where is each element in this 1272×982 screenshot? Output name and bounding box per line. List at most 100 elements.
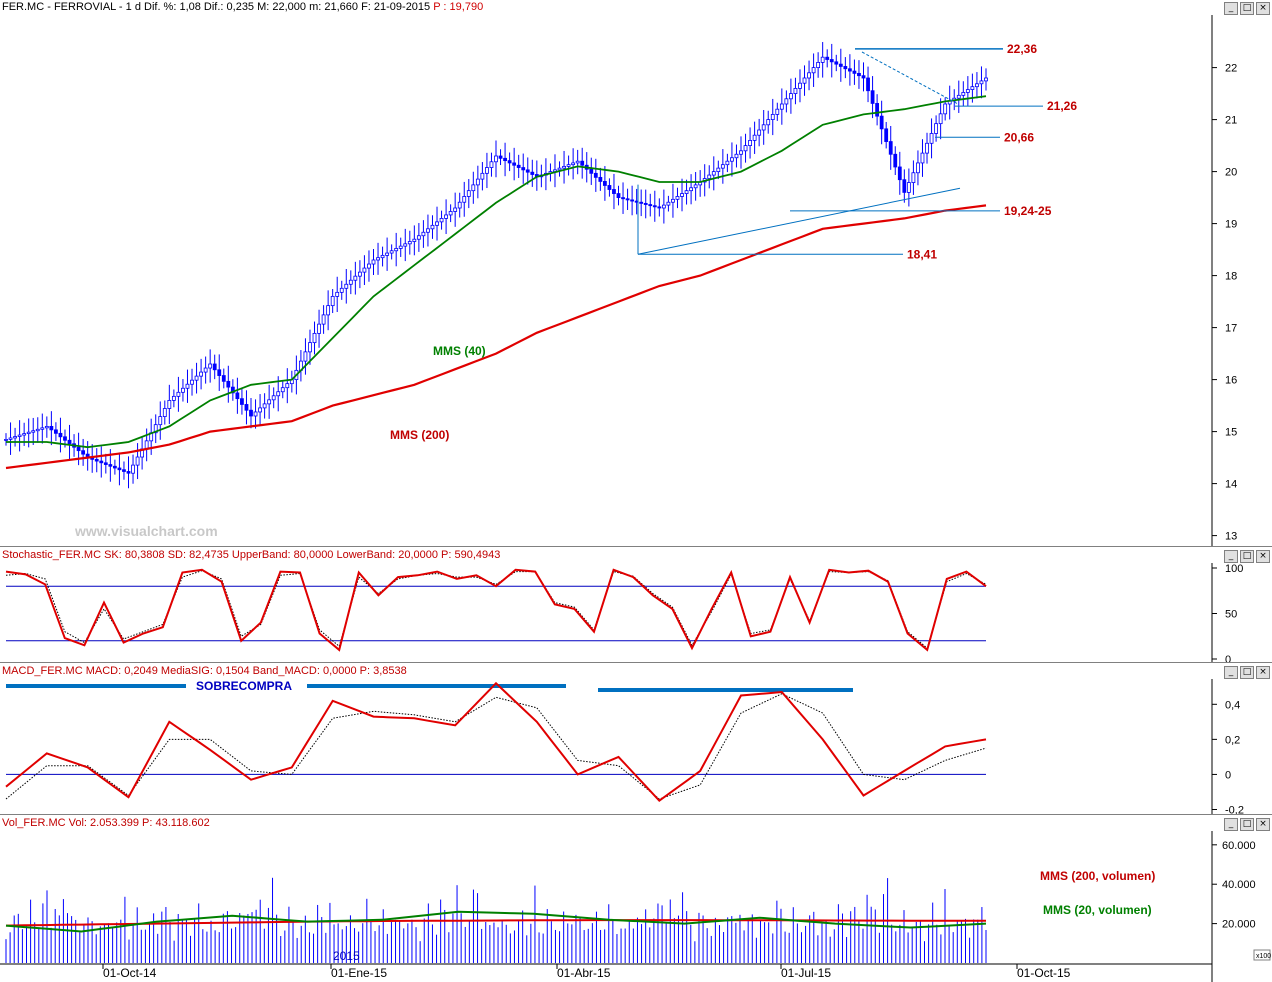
price-candle-body [956, 94, 961, 99]
price-candle-body [571, 162, 576, 166]
price-candle-body [348, 279, 353, 285]
vol-y-tick-label: 40.000 [1222, 879, 1256, 891]
price-candle-body [897, 166, 902, 181]
price-candle-body [181, 387, 185, 393]
vol-mms200-line [5, 919, 986, 927]
price-candle-body [870, 90, 875, 104]
price-candle-body [103, 462, 108, 465]
price-candle-body [448, 211, 453, 216]
macd-chart[interactable]: SOBRECOMPRA 0,4 0,2 0 -0,2 [0, 663, 1272, 815]
price-candle-body [321, 314, 326, 325]
price-candle-body [131, 464, 135, 474]
price-candle-body [162, 408, 167, 417]
maximize-icon[interactable]: □ [1240, 818, 1254, 831]
price-candle-body [353, 275, 358, 281]
price-candle-body [784, 98, 789, 105]
price-candle-body [807, 72, 811, 79]
maximize-icon[interactable]: □ [1240, 550, 1254, 563]
price-candle-body [494, 155, 498, 163]
price-candle-body [17, 434, 22, 437]
minimize-icon[interactable]: _ [1224, 666, 1238, 679]
price-candle-body [394, 248, 399, 252]
price-candle-body [135, 456, 140, 466]
price-candle-body [975, 83, 979, 88]
maximize-icon[interactable]: □ [1240, 2, 1254, 15]
close-icon[interactable]: × [1256, 2, 1270, 15]
price-chart[interactable]: 22,36 21,26 20,66 19,24-25 18,41 13 14 15 16 17 1… [0, 0, 1272, 546]
price-candle-body [970, 86, 975, 90]
minimize-icon[interactable]: _ [1224, 550, 1238, 563]
stoch-y-tick-label: 50 [1225, 609, 1237, 621]
price-candle-body [643, 202, 648, 205]
price-candle-body [657, 206, 662, 209]
close-icon[interactable]: × [1256, 550, 1270, 563]
price-candle-body [430, 224, 435, 230]
price-candle-body [503, 157, 507, 162]
vol-chart[interactable]: 60.000 40.000 20.000 01-Oct-14 01-Ene-15 01-… [0, 815, 1272, 982]
stoch-pane: Stochastic_FER.MC SK: 80,3808 SD: 82,473… [0, 546, 1272, 663]
price-candle-body [925, 142, 929, 154]
price-y-tick-label: 18 [1225, 271, 1237, 283]
price-candle-body [893, 153, 898, 168]
price-candle-body [389, 250, 394, 254]
vol-y-tick-label: 60.000 [1222, 840, 1256, 852]
price-candle-body [8, 437, 13, 440]
price-candle-body [208, 363, 213, 369]
price-candle-body [680, 193, 684, 197]
price-y-tick-label: 20 [1225, 167, 1237, 179]
price-candle-body [671, 198, 675, 203]
resistance-trendline [861, 51, 959, 105]
price-candle-body [249, 409, 253, 417]
price-candle-body [979, 80, 984, 85]
price-candle-body [748, 139, 752, 146]
scale-box [1253, 949, 1271, 961]
stoch-sk-line [5, 568, 987, 652]
price-candle-body [235, 392, 240, 400]
price-candle-body [843, 66, 848, 70]
price-candle-body [31, 430, 36, 433]
stoch-y-tick-label: 0 [1225, 654, 1231, 663]
price-candle-body [630, 199, 635, 202]
macd-y-tick-label: 0,4 [1225, 699, 1240, 711]
price-candle-body [929, 133, 934, 144]
vol-mms20-line [5, 910, 987, 933]
price-candle-body [344, 283, 349, 289]
minimize-icon[interactable]: _ [1224, 818, 1238, 831]
price-candle-body [938, 113, 943, 125]
price-candle-body [566, 164, 571, 167]
price-candle-body [775, 108, 780, 115]
price-candle-body [303, 351, 308, 362]
minimize-icon[interactable]: _ [1224, 2, 1238, 15]
stoch-y-tick-label: 100 [1225, 563, 1243, 575]
price-candle-body [426, 228, 430, 233]
price-y-tick-label: 14 [1225, 479, 1237, 491]
x-tick-label: 01-Ene-15 [331, 966, 387, 980]
price-candle-body [829, 59, 834, 63]
price-candle-body [35, 428, 40, 432]
close-icon[interactable]: × [1256, 818, 1270, 831]
price-candle-body [276, 391, 281, 397]
stoch-header: Stochastic_FER.MC SK: 80,3808 SD: 82,473… [2, 549, 501, 561]
close-icon[interactable]: × [1256, 666, 1270, 679]
price-candle-body [271, 395, 276, 401]
price-candle-body [825, 56, 830, 60]
price-candle-body [743, 145, 748, 152]
price-candle-body [99, 460, 104, 464]
price-candle-body [516, 164, 521, 168]
price-candle-body [44, 425, 49, 429]
price-candle-body [530, 171, 535, 175]
price-candle-body [76, 446, 81, 452]
scale-label: x100 [1256, 953, 1271, 960]
price-candle-body [879, 115, 884, 130]
price-candle-body [875, 103, 880, 117]
price-y-tick-label: 17 [1225, 323, 1237, 335]
price-candle-body [507, 160, 512, 164]
price-candle-body [108, 464, 113, 467]
price-candle-body [485, 167, 489, 174]
price-candle-body [625, 198, 630, 201]
price-candle-body [63, 436, 67, 441]
mms200-line [5, 204, 987, 470]
maximize-icon[interactable]: □ [1240, 666, 1254, 679]
stoch-chart[interactable]: 100 50 0 [0, 547, 1272, 663]
price-candle-body [49, 425, 54, 431]
